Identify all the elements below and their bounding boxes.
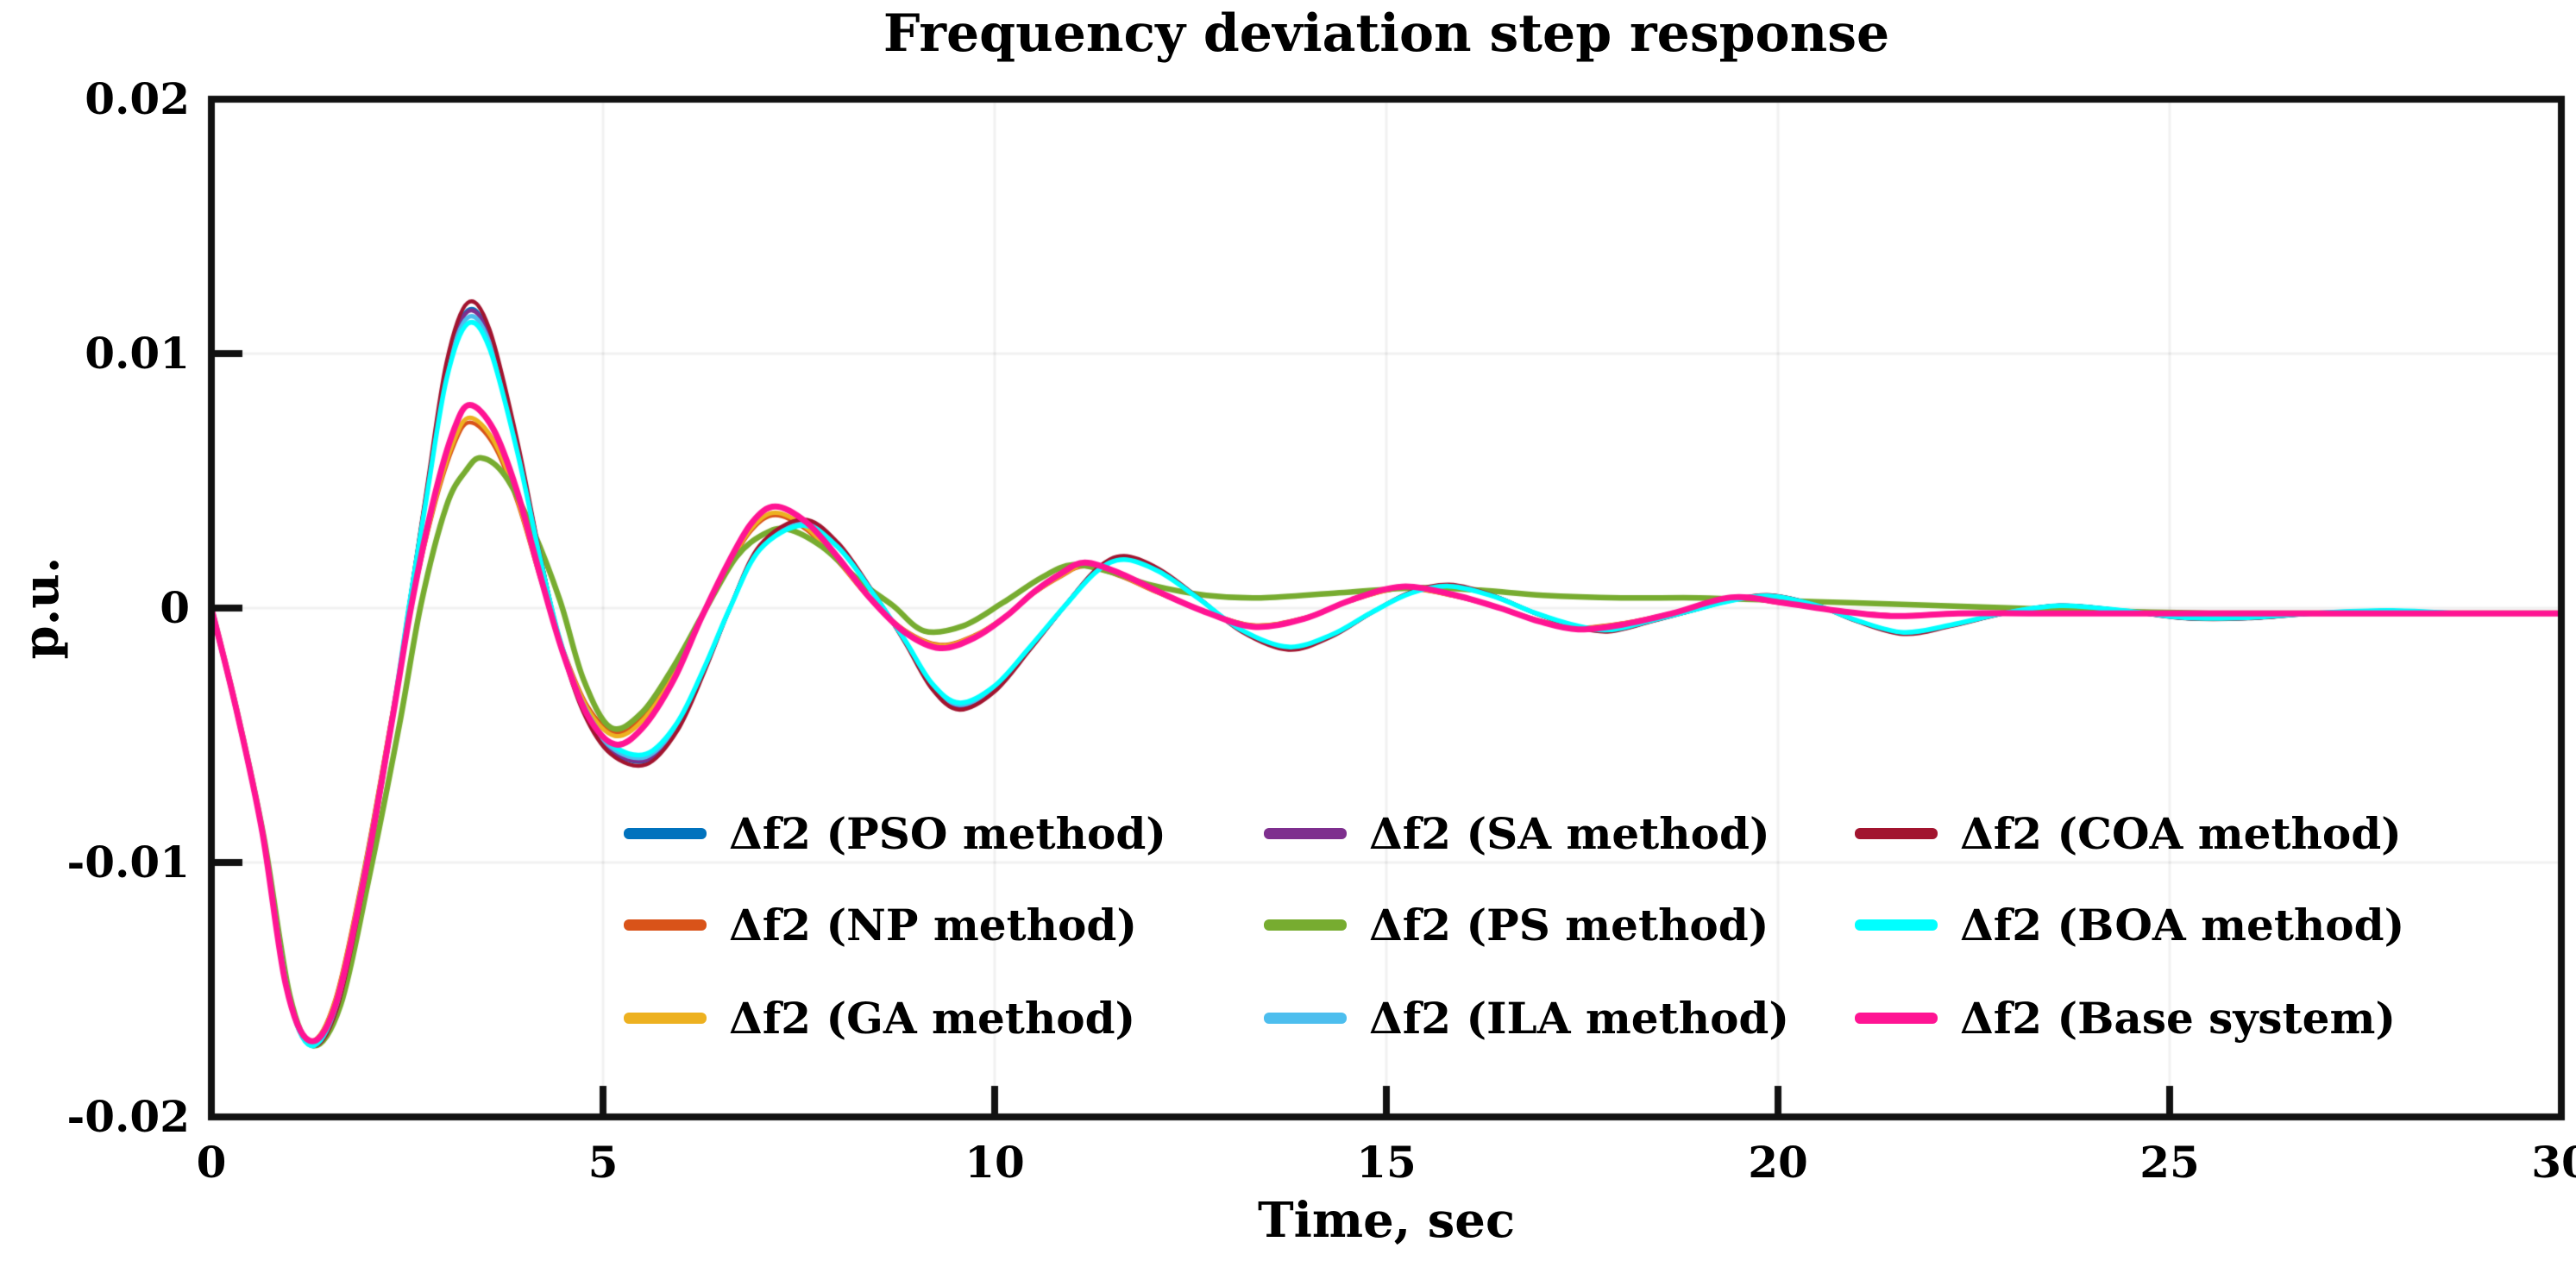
x-tick-label: 10 <box>964 1137 1025 1188</box>
x-tick-label: 20 <box>1748 1137 1808 1188</box>
x-tick-label: 30 <box>2531 1137 2576 1188</box>
y-tick-label: -0.02 <box>66 1091 190 1142</box>
x-tick-label: 25 <box>2139 1137 2200 1188</box>
y-tick-label: 0 <box>160 582 190 633</box>
x-axis-label: Time, sec <box>1257 1192 1516 1249</box>
x-tick-label: 15 <box>1356 1137 1417 1188</box>
x-tick-label: 0 <box>196 1137 227 1188</box>
y-tick-label: 0.02 <box>85 73 190 124</box>
chart-title: Frequency deviation step response <box>883 3 1890 64</box>
x-tick-label: 5 <box>587 1137 619 1188</box>
y-tick-label: 0.01 <box>85 328 190 379</box>
y-tick-label: -0.01 <box>66 837 190 888</box>
